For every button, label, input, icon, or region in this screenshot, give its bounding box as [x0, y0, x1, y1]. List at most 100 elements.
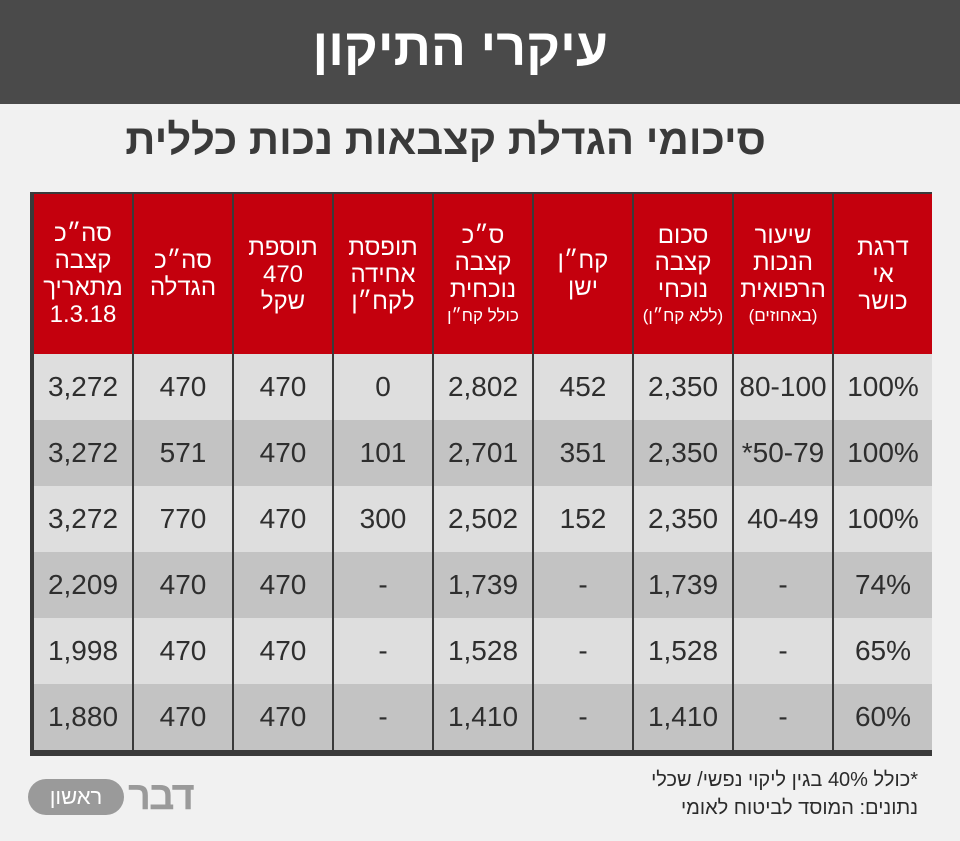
logo-pill: ראשון — [28, 779, 124, 815]
column-header-line: הרפואית — [740, 275, 826, 303]
table-cell: 470 — [234, 354, 332, 420]
table-cell: 100% — [834, 486, 932, 552]
table-cell: 2,350 — [634, 420, 732, 486]
column-header-line: כושר — [858, 287, 908, 315]
table-cell: 2,802 — [434, 354, 532, 420]
table-cell: 2,701 — [434, 420, 532, 486]
table-cell: 3,272 — [34, 354, 132, 420]
table-cell: 470 — [134, 618, 232, 684]
table-cell: 470 — [134, 684, 232, 750]
table-cell: - — [334, 618, 432, 684]
table-cell: 1,410 — [634, 684, 732, 750]
table-row: 3,272 470 470 0 2,802 452 2,350 80-100 100% — [34, 354, 932, 420]
column-header-line: תופסת — [348, 233, 418, 261]
table-cell: 80-100 — [734, 354, 832, 420]
table-cell: 100% — [834, 354, 932, 420]
table-cell: 300 — [334, 486, 432, 552]
table-cell: 2,350 — [634, 354, 732, 420]
table-cell: 2,502 — [434, 486, 532, 552]
column-header-line: שיעור — [754, 221, 812, 249]
disability-allowance-table: סה״כ קצבה מתאריך 1.3.18 סה״כ הגדלה תוספת 470 שק… — [32, 194, 934, 750]
column-header: סכום קצבה נוכחי (ללא קח״ן) — [634, 194, 732, 354]
table-cell: 152 — [534, 486, 632, 552]
column-header-line: הנכות — [753, 248, 813, 276]
footer: *כולל 40% בגין ליקוי נפשי/ שכלי נתונים: … — [651, 766, 918, 822]
column-header-line: סכום — [657, 221, 709, 249]
column-header-line: קצבה — [454, 248, 512, 276]
table-body: 3,272 470 470 0 2,802 452 2,350 80-100 100% 3,272… — [34, 354, 932, 750]
table-cell: 470 — [234, 552, 332, 618]
source-note: נתונים: המוסד לביטוח לאומי — [680, 797, 918, 819]
table-cell: 470 — [234, 618, 332, 684]
column-header-line: קח״ן — [557, 247, 609, 274]
table-cell: 1,739 — [434, 552, 532, 618]
table-cell: 470 — [234, 684, 332, 750]
column-header-line: תוספת — [248, 233, 318, 261]
table-cell: 452 — [534, 354, 632, 420]
table-cell: 65% — [834, 618, 932, 684]
table-row: 3,272 770 470 300 2,502 152 2,350 40-49 100% — [34, 486, 932, 552]
page-subtitle: סיכומי הגדלת קצבאות נכות כללית — [125, 116, 766, 163]
column-header-line: סה״כ — [54, 220, 112, 247]
table-header-row: סה״כ קצבה מתאריך 1.3.18 סה״כ הגדלה תוספת 470 שק… — [34, 194, 932, 354]
table-cell: 60% — [834, 684, 932, 750]
table-cell: 470 — [234, 486, 332, 552]
table-cell: - — [534, 552, 632, 618]
table-cell: 1,528 — [634, 618, 732, 684]
column-header-line: קצבה — [654, 248, 712, 276]
column-header: שיעור הנכות הרפואית (באחוזים) — [734, 194, 832, 354]
column-header-note: (ללא קח״ן) — [642, 305, 724, 325]
table-cell: *50-79 — [734, 420, 832, 486]
table-frame: סה״כ קצבה מתאריך 1.3.18 סה״כ הגדלה תוספת 470 שק… — [30, 192, 932, 756]
column-header-note: כולל קח״ן — [447, 305, 519, 325]
table-cell: 770 — [134, 486, 232, 552]
table-cell: 351 — [534, 420, 632, 486]
column-header-line: סה״כ — [154, 247, 212, 274]
table-cell: 1,528 — [434, 618, 532, 684]
table-cell: 470 — [134, 354, 232, 420]
publisher-logo: ראשון דבר — [28, 774, 195, 818]
column-header-line: קצבה — [54, 247, 112, 274]
table-cell: 0 — [334, 354, 432, 420]
column-header: דרגת אי כושר — [834, 194, 932, 354]
column-header: קח״ן ישן — [534, 194, 632, 354]
table-cell: 2,209 — [34, 552, 132, 618]
column-header-line: דרגת — [857, 233, 909, 261]
column-header-line: הגדלה — [149, 274, 217, 301]
column-header-line: אחידה — [350, 260, 416, 288]
table-cell: - — [734, 618, 832, 684]
table-cell: 571 — [134, 420, 232, 486]
column-header-note: (באחוזים) — [748, 305, 818, 325]
column-header: ס״כ קצבה נוכחית כולל קח״ן — [434, 194, 532, 354]
footnote: *כולל 40% בגין ליקוי נפשי/ שכלי — [651, 769, 918, 791]
table-cell: - — [534, 618, 632, 684]
table-cell: - — [534, 684, 632, 750]
column-header-line: אי — [872, 260, 894, 288]
column-header: סה״כ הגדלה — [134, 194, 232, 354]
table-cell: - — [334, 684, 432, 750]
column-header-line: לקח״ן — [351, 287, 415, 315]
table-cell: 40-49 — [734, 486, 832, 552]
table-row: 2,209 470 470-1,739-1,739-74% — [34, 552, 932, 618]
column-header-line: 1.3.18 — [49, 301, 117, 328]
table-cell: - — [334, 552, 432, 618]
table-cell: 1,880 — [34, 684, 132, 750]
table-cell: 470 — [234, 420, 332, 486]
table-cell: 1,410 — [434, 684, 532, 750]
table-cell: - — [734, 552, 832, 618]
column-header: סה״כ קצבה מתאריך 1.3.18 — [34, 194, 132, 354]
table-cell: 1,998 — [34, 618, 132, 684]
column-header-line: מתאריך — [43, 274, 123, 301]
table-row: 1,998 470 470-1,528-1,528-65% — [34, 618, 932, 684]
table-cell: 100% — [834, 420, 932, 486]
table-cell: 74% — [834, 552, 932, 618]
table-cell: 3,272 — [34, 420, 132, 486]
column-header-line: 470 שקל — [260, 260, 306, 315]
table-cell: 3,272 — [34, 486, 132, 552]
logo-word: דבר — [128, 774, 195, 818]
table-row: 3,272 571 470 101 2,701 351 2,350 *50-79 100% — [34, 420, 932, 486]
table-cell: 1,739 — [634, 552, 732, 618]
table-cell: 470 — [134, 552, 232, 618]
page-title: עיקרי התיקון — [312, 19, 608, 77]
table-row: 1,880 470 470-1,410-1,410-60% — [34, 684, 932, 750]
